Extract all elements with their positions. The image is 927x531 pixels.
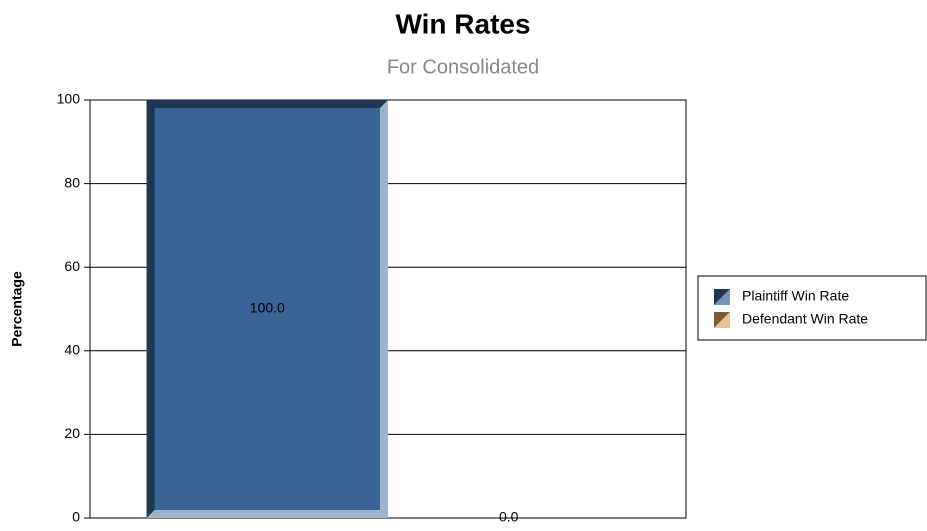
bar	[146, 100, 388, 518]
y-tick-label: 0	[72, 509, 80, 525]
legend-label: Defendant Win Rate	[742, 311, 868, 327]
legend-swatch	[714, 312, 730, 328]
y-axis-label: Percentage	[9, 271, 25, 347]
legend-label: Plaintiff Win Rate	[742, 288, 849, 304]
y-tick-label: 60	[64, 258, 80, 274]
data-label: 0.0	[499, 509, 519, 525]
chart-title: Win Rates	[395, 8, 530, 39]
y-tick-label: 80	[64, 174, 80, 190]
y-tick-label: 20	[64, 425, 80, 441]
legend-box	[697, 275, 927, 341]
legend-swatch	[714, 289, 730, 305]
y-tick-label: 100	[57, 91, 81, 107]
chart-subtitle: For Consolidated	[387, 56, 539, 78]
data-label: 100.0	[250, 300, 285, 316]
y-tick-label: 40	[64, 342, 80, 358]
